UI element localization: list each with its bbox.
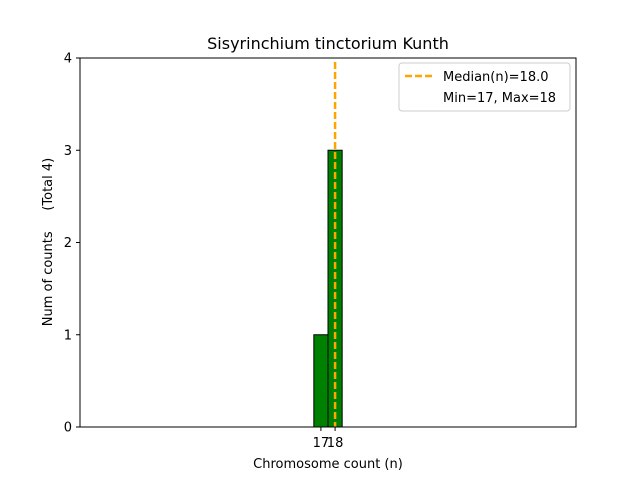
y-axis-label: Num of counts (Total 4) — [41, 158, 56, 326]
y-tick-label: 2 — [64, 236, 72, 251]
x-tick-label: 17 — [313, 436, 330, 451]
bar-17 — [313, 334, 329, 428]
x-tick-label: 18 — [327, 436, 344, 451]
x-axis-label: Chromosome count (n) — [253, 457, 403, 472]
chart-title: Sisyrinchium tinctorium Kunth — [207, 34, 449, 53]
y-tick-label: 4 — [64, 52, 72, 67]
y-tick-label: 3 — [64, 144, 72, 159]
y-axis-ticks: 0 1 2 3 4 — [64, 52, 80, 436]
legend-entry-median: Median(n)=18.0 — [443, 70, 549, 85]
legend-entry-min-max: Min=17, Max=18 — [443, 91, 556, 106]
y-tick-label: 0 — [64, 421, 72, 436]
y-tick-label: 1 — [64, 328, 72, 343]
legend-box — [398, 62, 571, 112]
legend: Median(n)=18.0 Min=17, Max=18 — [398, 62, 571, 112]
